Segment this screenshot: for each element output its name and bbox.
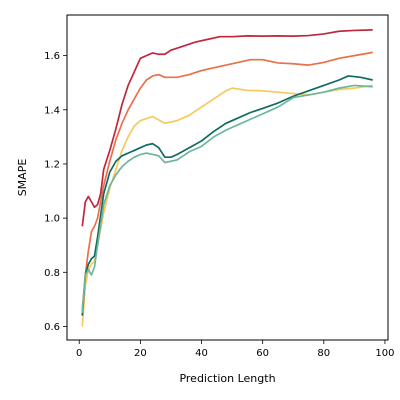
x-tick-label: 80 <box>317 348 330 359</box>
x-tick-label: 100 <box>375 348 394 359</box>
series-line-4 <box>81 75 373 316</box>
y-tick-label: 0.8 <box>44 268 60 279</box>
x-tick-label: 40 <box>195 348 208 359</box>
y-tick-label: 0.6 <box>44 322 60 333</box>
x-tick-label: 60 <box>256 348 269 359</box>
plot-frame <box>66 14 389 341</box>
series-line-1 <box>81 29 373 227</box>
x-axis-label: Prediction Length <box>179 372 275 385</box>
ticks-layer: 0 20 40 60 80 100 0.6 0.8 1.0 1.2 1.4 1.6 <box>44 51 394 359</box>
x-tick-label: 0 <box>76 348 82 359</box>
series-layer <box>81 29 373 327</box>
y-tick-label: 1.4 <box>44 105 60 116</box>
y-tick-label: 1.0 <box>44 214 60 225</box>
x-tick-label: 20 <box>134 348 147 359</box>
y-tick-label: 1.2 <box>44 159 60 170</box>
series-line-2 <box>81 51 373 311</box>
y-axis-label: SMAPE <box>16 159 29 197</box>
series-line-5 <box>81 84 373 313</box>
y-tick-label: 1.6 <box>44 51 60 62</box>
